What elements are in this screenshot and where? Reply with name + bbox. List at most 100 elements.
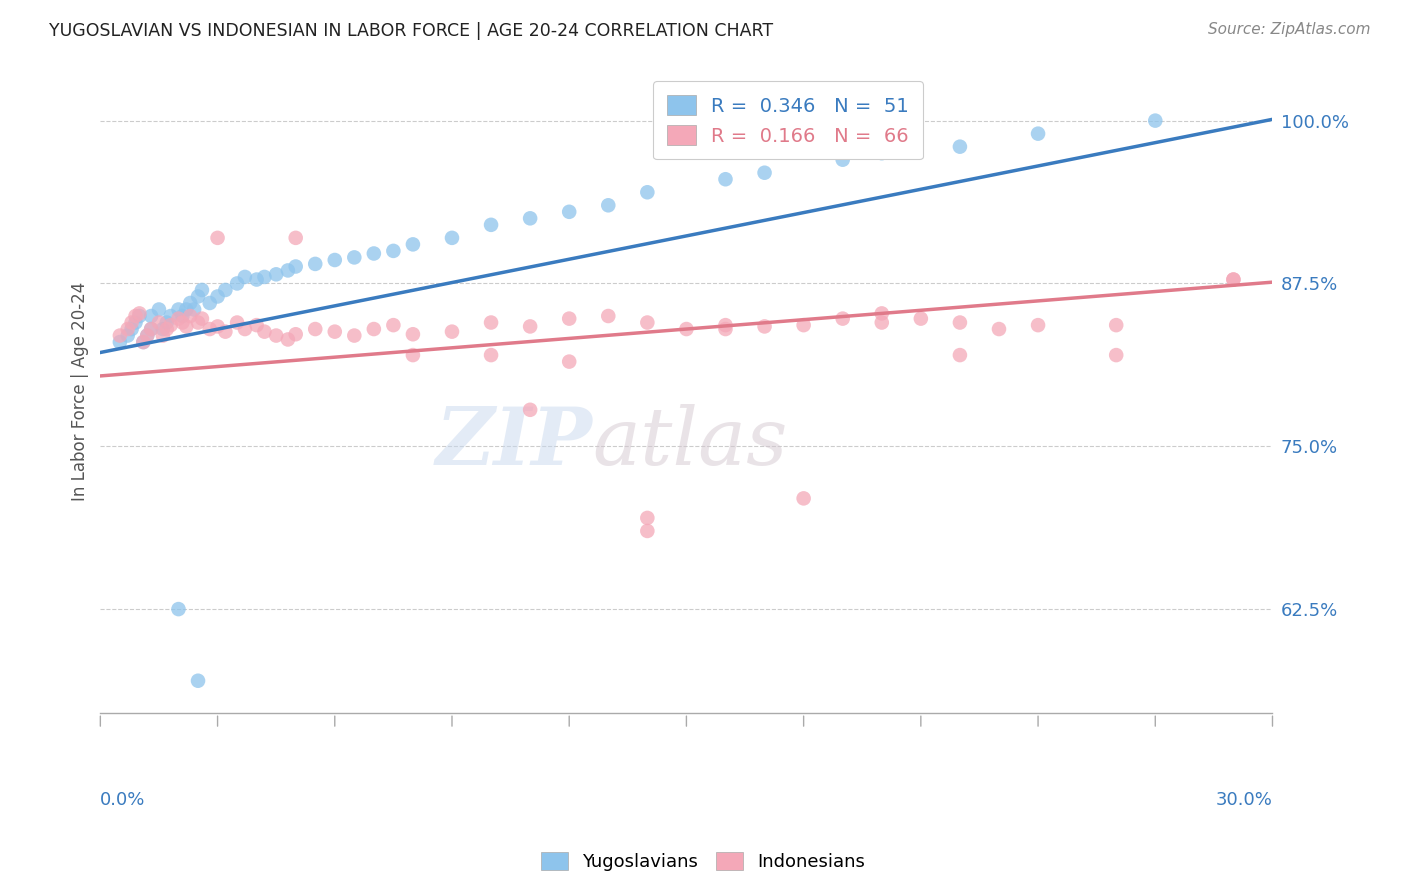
Text: atlas: atlas	[593, 404, 787, 482]
Point	[156, 316, 179, 330]
Point	[226, 277, 249, 291]
Point	[793, 318, 815, 332]
Text: 0.0%: 0.0%	[100, 791, 146, 809]
Point	[152, 322, 174, 336]
Point	[198, 296, 221, 310]
Point	[191, 311, 214, 326]
Point	[284, 231, 307, 245]
Point	[187, 673, 209, 688]
Point	[108, 334, 131, 349]
Point	[253, 325, 276, 339]
Point	[246, 318, 269, 332]
Point	[214, 325, 236, 339]
Point	[519, 402, 541, 417]
Point	[207, 319, 229, 334]
Point	[253, 269, 276, 284]
Point	[124, 316, 146, 330]
Point	[214, 283, 236, 297]
Point	[519, 211, 541, 226]
Point	[128, 309, 150, 323]
Point	[117, 328, 139, 343]
Text: Source: ZipAtlas.com: Source: ZipAtlas.com	[1208, 22, 1371, 37]
Point	[1026, 127, 1049, 141]
Point	[675, 322, 697, 336]
Point	[152, 328, 174, 343]
Point	[831, 311, 853, 326]
Point	[148, 316, 170, 330]
Point	[264, 268, 287, 282]
Point	[246, 272, 269, 286]
Point	[304, 257, 326, 271]
Point	[277, 263, 299, 277]
Point	[363, 246, 385, 260]
Point	[636, 186, 658, 200]
Point	[191, 283, 214, 297]
Point	[382, 244, 405, 258]
Point	[382, 318, 405, 332]
Point	[870, 316, 893, 330]
Point	[207, 289, 229, 303]
Point	[167, 602, 190, 616]
Point	[636, 511, 658, 525]
Point	[636, 524, 658, 538]
Point	[207, 231, 229, 245]
Point	[233, 269, 256, 284]
Point	[754, 166, 776, 180]
Point	[714, 172, 737, 186]
Y-axis label: In Labor Force | Age 20-24: In Labor Force | Age 20-24	[72, 281, 89, 500]
Point	[179, 309, 201, 323]
Point	[159, 309, 181, 323]
Point	[323, 325, 346, 339]
Point	[949, 316, 972, 330]
Point	[636, 316, 658, 330]
Point	[479, 316, 502, 330]
Point	[558, 204, 581, 219]
Point	[1026, 318, 1049, 332]
Point	[402, 237, 425, 252]
Point	[136, 328, 159, 343]
Point	[159, 318, 181, 332]
Point	[167, 311, 190, 326]
Point	[402, 348, 425, 362]
Point	[284, 327, 307, 342]
Point	[187, 316, 209, 330]
Point	[167, 302, 190, 317]
Point	[910, 311, 932, 326]
Point	[519, 319, 541, 334]
Point	[988, 322, 1011, 336]
Point	[558, 354, 581, 368]
Point	[323, 252, 346, 267]
Point	[363, 322, 385, 336]
Point	[304, 322, 326, 336]
Point	[172, 309, 194, 323]
Point	[132, 334, 155, 349]
Point	[1105, 348, 1128, 362]
Point	[870, 306, 893, 320]
Point	[198, 322, 221, 336]
Point	[831, 153, 853, 167]
Point	[1105, 318, 1128, 332]
Point	[343, 328, 366, 343]
Text: ZIP: ZIP	[436, 404, 593, 482]
Point	[949, 139, 972, 153]
Point	[793, 491, 815, 506]
Legend: R =  0.346   N =  51, R =  0.166   N =  66: R = 0.346 N = 51, R = 0.166 N = 66	[654, 81, 922, 160]
Point	[139, 322, 162, 336]
Point	[139, 322, 162, 336]
Point	[277, 333, 299, 347]
Text: 30.0%: 30.0%	[1216, 791, 1272, 809]
Point	[598, 309, 620, 323]
Point	[714, 322, 737, 336]
Point	[108, 328, 131, 343]
Point	[479, 348, 502, 362]
Legend: Yugoslavians, Indonesians: Yugoslavians, Indonesians	[533, 845, 873, 879]
Point	[233, 322, 256, 336]
Point	[124, 309, 146, 323]
Point	[128, 306, 150, 320]
Point	[139, 309, 162, 323]
Point	[226, 316, 249, 330]
Point	[136, 328, 159, 343]
Point	[1222, 272, 1244, 286]
Point	[1144, 113, 1167, 128]
Point	[264, 328, 287, 343]
